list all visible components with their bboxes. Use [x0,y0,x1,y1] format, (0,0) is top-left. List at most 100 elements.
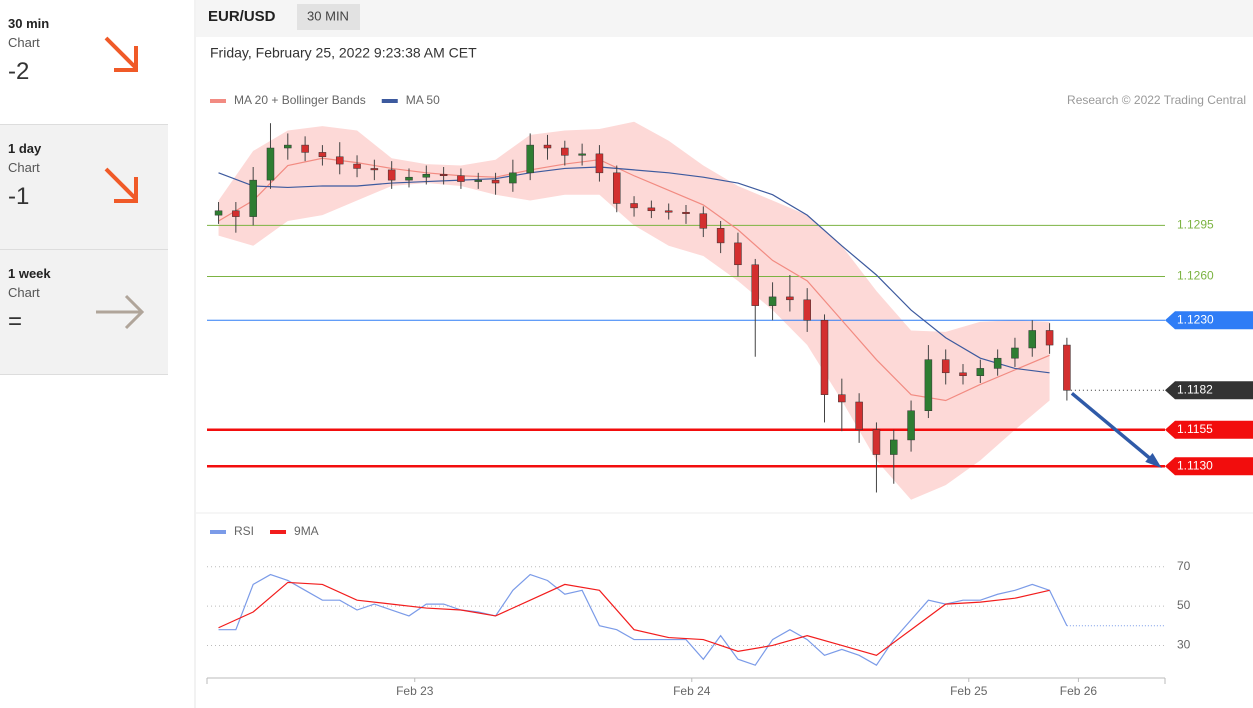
level-label: 1.1260 [1177,269,1214,283]
candle-body [803,299,811,321]
candle-body [890,439,898,455]
level-tag [1165,311,1253,330]
candle-body [716,228,725,244]
level-label: 1.1130 [1177,458,1213,472]
candle-body [647,207,656,212]
arrow-icon [104,36,138,72]
candle-body [353,163,361,169]
candle-body [630,203,638,209]
candle-body [335,156,344,165]
candle-body [370,168,379,171]
candle-body [249,179,257,217]
x-tick-label: Feb 26 [1060,684,1098,698]
candle-body [405,176,413,181]
candle-body [509,172,517,184]
level-label: 1.1182 [1177,382,1213,396]
candle-body [491,179,500,184]
interval: 30 MIN [307,8,349,23]
y-tick-label: 50 [1177,598,1191,612]
y-tick-label: 70 [1177,559,1191,573]
candle-body [284,144,292,149]
arrow-icon [104,167,138,203]
item-label: Chart [8,285,40,300]
legend-label: 9MA [294,524,319,538]
signal-item[interactable]: 30 min Chart -2 [0,0,168,125]
indicator-line [218,166,1050,374]
x-tick-label: Feb 25 [950,684,988,698]
candle-body [959,372,967,376]
y-tick-label: 30 [1177,638,1191,652]
candle-body [301,144,309,153]
level-label: 1.1230 [1177,312,1214,326]
candle-body [1028,330,1037,349]
candle-body [232,210,240,217]
item-label: Chart [8,160,40,175]
candle-body [855,401,863,430]
forecast-arrow [1070,391,1159,466]
candle-body [768,296,777,306]
candle-body [976,368,985,376]
sidebar: 30 min Chart -2 1 day Chart -1 1 week Ch… [0,0,168,375]
x-tick-label: Feb 24 [673,684,711,698]
candle-body [924,359,933,411]
legend-label: RSI [234,524,254,538]
series-line [218,581,1050,656]
candle-body [1063,344,1071,391]
candle-body [543,144,552,149]
candle-body [474,179,482,182]
level-label: 1.1295 [1177,218,1214,232]
series-line [218,573,1068,666]
candle-body [561,147,569,156]
level-tag [1165,420,1253,439]
item-label: Chart [8,35,40,50]
header-bar [196,0,1253,37]
interval-badge[interactable] [297,4,360,30]
candle-body [612,172,621,204]
candle-body [422,174,431,178]
forecast-arrowhead [1145,453,1162,469]
candle-body [907,410,915,441]
candle-body [439,174,448,176]
level-tag [1165,457,1253,476]
symbol: EUR/USD [208,8,276,25]
candle-body [318,152,327,158]
candle-body [578,153,586,156]
candle-body [664,210,673,213]
candle-body [872,429,881,455]
timeframe: 1 day [8,141,42,156]
candle-body [214,210,223,216]
candle-body [595,153,604,174]
candle-body [266,147,275,181]
x-tick-label: Feb 23 [396,684,434,698]
candle-body [820,319,829,395]
level-label: 1.1155 [1177,422,1213,436]
signal: = [8,308,23,335]
candle-body [838,394,846,403]
arrow-icon [96,294,145,330]
credit: Research © 2022 Trading Central [1067,93,1246,107]
candle-body [387,169,396,181]
candle-body [751,264,760,306]
legend-label: MA 20 + Bollinger Bands [234,93,366,107]
candle-body [993,357,1002,369]
candle-body [941,359,950,374]
candle-body [734,242,742,266]
timeframe: 1 week [8,266,51,281]
bollinger-band [218,121,1050,500]
level-tag [1165,381,1253,400]
candle-body [1011,347,1019,359]
signal-item[interactable]: 1 week Chart = [0,250,168,375]
signal: -2 [8,58,30,85]
candle-body [699,213,708,229]
legend-label: MA 50 [406,93,440,107]
candle-body [1045,330,1054,346]
signal-item[interactable]: 1 day Chart -1 [0,125,168,250]
timeframe: 30 min [8,16,50,31]
candle-body [457,175,465,182]
candle-body [786,296,794,301]
timestamp: Friday, February 25, 2022 9:23:38 AM CET [210,45,477,61]
candle-body [682,211,690,214]
candle-body [526,144,534,174]
